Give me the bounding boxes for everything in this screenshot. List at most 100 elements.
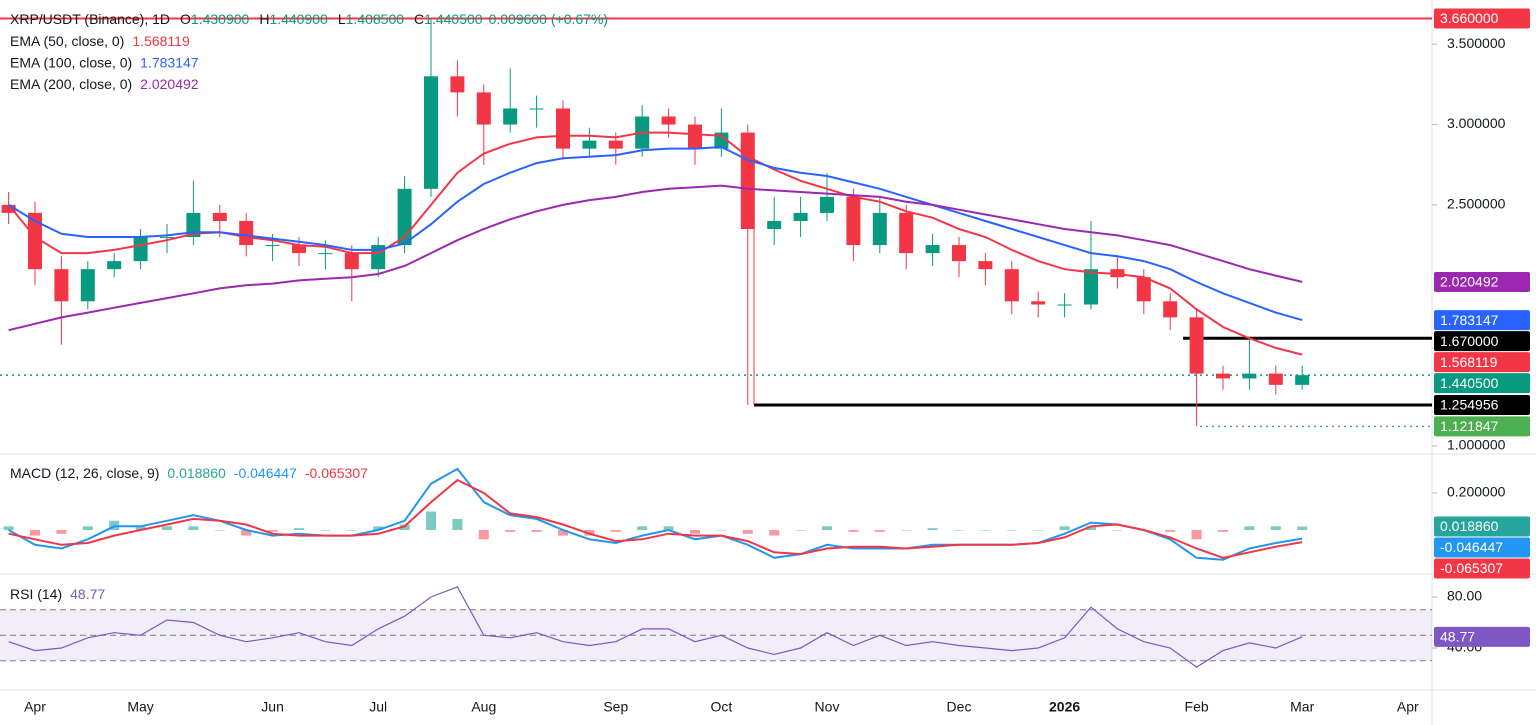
x-tick-label: May: [127, 699, 153, 715]
x-tick-label: 2026: [1049, 699, 1080, 715]
price-label: 1.254956: [1440, 397, 1499, 413]
legend: EMA (50, close, 0) 1.568119: [10, 33, 190, 49]
candle-body: [28, 212, 42, 270]
candle-body: [608, 140, 623, 149]
x-tick-label: Apr: [1397, 699, 1419, 715]
candle-body: [872, 212, 887, 246]
ohlc-value: 1.408500: [346, 11, 405, 27]
ohlc-value: 1.430900: [191, 11, 250, 27]
ema-line: [8, 145, 1303, 322]
legend: RSI (14) 48.77: [10, 586, 105, 602]
histogram-bar: [1244, 526, 1255, 531]
y-tick-label: 2.500000: [1447, 196, 1506, 212]
histogram-bar: [426, 511, 436, 531]
histogram-bar: [1059, 526, 1070, 531]
candle-body: [1295, 375, 1310, 385]
price-label: -0.065307: [1440, 560, 1503, 576]
candle-body: [476, 92, 491, 125]
x-tick-label: Nov: [815, 699, 840, 715]
x-tick-label: Oct: [711, 699, 733, 715]
macd-line: [8, 478, 1303, 559]
histogram-bar: [927, 528, 938, 531]
candle-body: [767, 220, 782, 229]
ohlc-name: C: [414, 11, 424, 27]
x-tick-label: Apr: [24, 699, 46, 715]
price-label-box: [1434, 8, 1530, 29]
indicator-title: MACD (12, 26, close, 9): [10, 465, 159, 481]
candle-body: [344, 253, 359, 270]
candle-body: [1057, 304, 1072, 306]
candle-body: [925, 245, 940, 254]
y-tick-label: 0.200000: [1447, 484, 1506, 500]
ohlc-name: O: [180, 11, 191, 27]
macd-value: -0.046447: [234, 465, 297, 481]
price-label-box: [1434, 331, 1530, 352]
legend: EMA (200, close, 0) 2.020492: [10, 76, 199, 92]
candle-body: [450, 76, 465, 93]
price-label: 0.018860: [1440, 518, 1499, 534]
price-label: 1.568119: [1440, 354, 1498, 370]
histogram-bar: [294, 528, 304, 531]
candle-body: [688, 124, 702, 149]
histogram-bar: [874, 530, 885, 532]
candle-body: [239, 220, 254, 246]
histogram-value: 0.018860: [167, 465, 226, 481]
x-tick-label: Jun: [261, 699, 284, 715]
histogram-bar: [901, 530, 912, 531]
candle-body: [265, 245, 280, 247]
candle-body: [820, 196, 834, 213]
histogram-bar: [346, 530, 357, 531]
price-label: 1.440500: [1440, 375, 1499, 391]
candle-body: [1189, 317, 1204, 374]
x-tick-label: Mar: [1290, 699, 1314, 715]
histogram-bar: [56, 530, 67, 534]
histogram-bar: [980, 530, 991, 531]
candle-body: [952, 245, 966, 262]
candle-body: [846, 196, 861, 246]
histogram-bar: [1165, 530, 1176, 532]
histogram-bar: [954, 530, 964, 531]
histogram-bar: [267, 530, 278, 532]
price-label-box: [1434, 558, 1530, 579]
histogram-bar: [1033, 530, 1044, 531]
y-tick-label: 1.000000: [1447, 437, 1506, 453]
x-tick-label: Dec: [947, 699, 972, 715]
price-label-box: [1434, 352, 1530, 373]
histogram-bar: [769, 530, 780, 536]
candle-body: [661, 116, 676, 125]
candle-body: [1, 204, 16, 213]
price-label-box: [1434, 537, 1530, 558]
histogram-bar: [1218, 530, 1228, 532]
histogram-bar: [822, 526, 832, 531]
candle-body: [1268, 373, 1283, 385]
rsi-value: 48.77: [70, 586, 105, 602]
price-label-box: [1434, 416, 1530, 437]
histogram-bar: [30, 530, 40, 536]
histogram-bar: [241, 530, 252, 536]
change: 0.009600 (+0.67%): [489, 11, 608, 27]
histogram-bar: [690, 530, 700, 534]
candle-body: [529, 108, 544, 110]
histogram-bar: [1270, 526, 1281, 531]
price-label: 1.670000: [1440, 333, 1499, 349]
price-label: 1.121847: [1440, 418, 1499, 434]
candle-body: [1242, 373, 1257, 379]
candle-body: [397, 188, 412, 246]
price-label-box: [1434, 516, 1530, 537]
histogram-bar: [637, 526, 648, 531]
ema-name: EMA (100, close, 0): [10, 54, 132, 70]
candle-body: [978, 261, 993, 270]
candle-body: [1136, 277, 1151, 302]
x-tick-label: Feb: [1185, 699, 1209, 715]
histogram-bar: [162, 526, 172, 531]
indicator-title: RSI (14): [10, 586, 62, 602]
ema-value: 2.020492: [140, 76, 199, 92]
histogram-bar: [3, 526, 14, 531]
symbol-title: XRP/USDT (Binance), 1D: [10, 11, 170, 27]
rsi-line: [8, 586, 1303, 668]
candle-body: [1216, 373, 1230, 379]
ema-name: EMA (200, close, 0): [10, 76, 132, 92]
price-label-box: [1434, 626, 1530, 647]
histogram-bar: [1191, 530, 1202, 540]
